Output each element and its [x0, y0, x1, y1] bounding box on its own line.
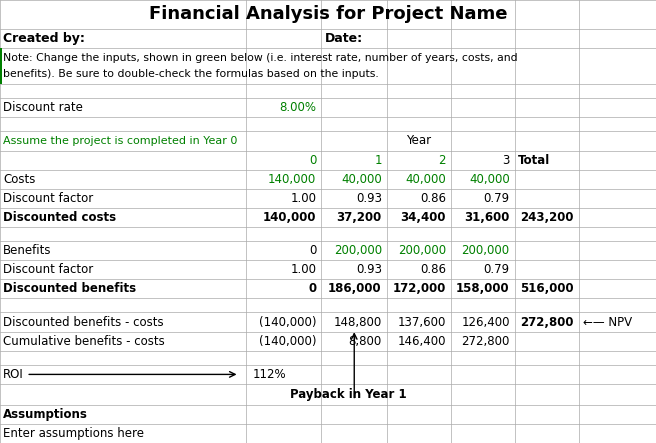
Text: benefits). Be sure to double-check the formulas based on the inputs.: benefits). Be sure to double-check the f… — [3, 69, 379, 79]
Text: 140,000: 140,000 — [262, 211, 316, 224]
Text: 0.93: 0.93 — [356, 192, 382, 205]
Text: 112%: 112% — [253, 368, 286, 381]
Text: 200,000: 200,000 — [334, 244, 382, 257]
Text: 2: 2 — [439, 154, 446, 167]
Text: 0: 0 — [309, 154, 316, 167]
Text: 0.79: 0.79 — [483, 192, 510, 205]
Text: Total: Total — [518, 154, 550, 167]
Text: Financial Analysis for Project Name: Financial Analysis for Project Name — [149, 5, 507, 23]
Text: 146,400: 146,400 — [398, 334, 446, 348]
Text: 31,600: 31,600 — [464, 211, 510, 224]
Text: Discount rate: Discount rate — [3, 101, 83, 114]
Text: 3: 3 — [502, 154, 510, 167]
Text: 8,800: 8,800 — [348, 334, 382, 348]
Text: 34,400: 34,400 — [401, 211, 446, 224]
Text: 516,000: 516,000 — [520, 282, 574, 295]
Text: Assumptions: Assumptions — [3, 408, 88, 421]
Text: 1.00: 1.00 — [290, 192, 316, 205]
Text: 0: 0 — [308, 282, 316, 295]
Text: (140,000): (140,000) — [258, 315, 316, 329]
Text: 243,200: 243,200 — [520, 211, 574, 224]
Text: 200,000: 200,000 — [462, 244, 510, 257]
Text: 8.00%: 8.00% — [279, 101, 316, 114]
Text: Assume the project is completed in Year 0: Assume the project is completed in Year … — [3, 136, 237, 146]
Text: 0.86: 0.86 — [420, 192, 446, 205]
Bar — [0, 48, 2, 84]
Text: 0: 0 — [309, 244, 316, 257]
Text: Discounted costs: Discounted costs — [3, 211, 116, 224]
Text: 140,000: 140,000 — [268, 173, 316, 186]
Text: 1: 1 — [375, 154, 382, 167]
Text: 0.93: 0.93 — [356, 263, 382, 276]
Text: Discount factor: Discount factor — [3, 263, 94, 276]
Text: 148,800: 148,800 — [333, 315, 382, 329]
Text: Discounted benefits - costs: Discounted benefits - costs — [3, 315, 164, 329]
Text: Discount factor: Discount factor — [3, 192, 94, 205]
Text: 272,800: 272,800 — [520, 315, 574, 329]
Text: 37,200: 37,200 — [337, 211, 382, 224]
Text: 158,000: 158,000 — [456, 282, 510, 295]
Text: Year: Year — [405, 135, 431, 148]
Text: Cumulative benefits - costs: Cumulative benefits - costs — [3, 334, 165, 348]
Text: 137,600: 137,600 — [398, 315, 446, 329]
Text: 40,000: 40,000 — [469, 173, 510, 186]
Text: 186,000: 186,000 — [328, 282, 382, 295]
Text: ←— NPV: ←— NPV — [583, 315, 632, 329]
Text: 172,000: 172,000 — [393, 282, 446, 295]
Text: 0.79: 0.79 — [483, 263, 510, 276]
Text: Note: Change the inputs, shown in green below (i.e. interest rate, number of yea: Note: Change the inputs, shown in green … — [3, 53, 518, 63]
Text: (140,000): (140,000) — [258, 334, 316, 348]
Text: 0.86: 0.86 — [420, 263, 446, 276]
Text: 40,000: 40,000 — [341, 173, 382, 186]
Text: 200,000: 200,000 — [398, 244, 446, 257]
Text: 40,000: 40,000 — [405, 173, 446, 186]
Text: Created by:: Created by: — [3, 31, 85, 45]
Text: 126,400: 126,400 — [461, 315, 510, 329]
Text: 272,800: 272,800 — [461, 334, 510, 348]
Text: Enter assumptions here: Enter assumptions here — [3, 427, 144, 440]
Text: Date:: Date: — [325, 31, 363, 45]
Text: Benefits: Benefits — [3, 244, 52, 257]
Text: Costs: Costs — [3, 173, 35, 186]
Text: Discounted benefits: Discounted benefits — [3, 282, 136, 295]
Text: 1.00: 1.00 — [290, 263, 316, 276]
Text: Payback in Year 1: Payback in Year 1 — [291, 388, 407, 401]
Text: ROI: ROI — [3, 368, 24, 381]
